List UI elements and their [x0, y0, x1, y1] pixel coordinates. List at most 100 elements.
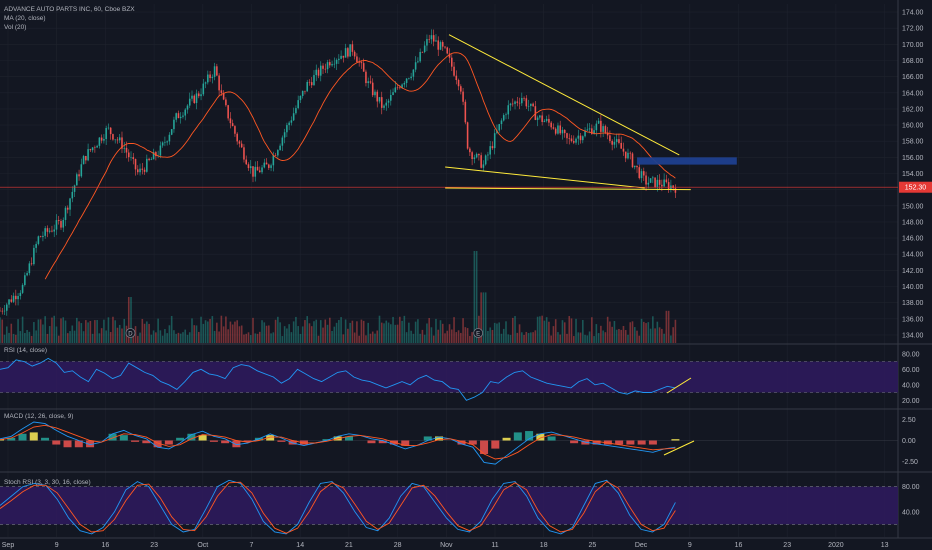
candle[interactable] — [60, 221, 62, 228]
candle[interactable] — [222, 92, 225, 100]
candle[interactable] — [143, 169, 146, 172]
candle[interactable] — [161, 142, 164, 146]
candle[interactable] — [5, 304, 8, 311]
candle[interactable] — [319, 65, 322, 76]
candle[interactable] — [471, 152, 473, 160]
candle[interactable] — [19, 292, 22, 296]
candle[interactable] — [141, 168, 144, 170]
candle[interactable] — [281, 137, 284, 146]
candle[interactable] — [383, 105, 385, 108]
candle[interactable] — [464, 101, 467, 123]
candle[interactable] — [536, 117, 539, 120]
candle[interactable] — [595, 123, 598, 131]
candle[interactable] — [457, 80, 460, 87]
candle[interactable] — [572, 141, 575, 143]
candle[interactable] — [444, 46, 446, 48]
candle[interactable] — [261, 167, 263, 173]
candle[interactable] — [17, 295, 19, 300]
support-trendline-lower[interactable] — [445, 187, 691, 191]
candle[interactable] — [647, 182, 650, 185]
candle[interactable] — [121, 137, 123, 149]
candle[interactable] — [351, 44, 354, 52]
candle[interactable] — [313, 75, 315, 86]
candle[interactable] — [105, 127, 107, 140]
candle[interactable] — [134, 158, 137, 170]
candle[interactable] — [114, 139, 116, 141]
candle[interactable] — [505, 114, 507, 116]
candle[interactable] — [173, 119, 175, 130]
candle[interactable] — [227, 105, 229, 119]
candle[interactable] — [541, 115, 543, 122]
candle[interactable] — [249, 166, 252, 169]
candle[interactable] — [155, 152, 157, 157]
candle[interactable] — [469, 148, 471, 153]
candle[interactable] — [570, 138, 573, 142]
candle[interactable] — [667, 182, 670, 190]
candle[interactable] — [220, 90, 223, 93]
candle[interactable] — [170, 129, 173, 135]
candle[interactable] — [611, 140, 613, 145]
candle[interactable] — [39, 236, 42, 238]
candle[interactable] — [256, 166, 259, 171]
candle[interactable] — [455, 75, 458, 81]
candle[interactable] — [405, 78, 408, 83]
candle[interactable] — [48, 230, 51, 232]
candle[interactable] — [258, 170, 261, 173]
candle[interactable] — [554, 128, 557, 134]
candle[interactable] — [380, 97, 383, 108]
candle[interactable] — [387, 100, 390, 103]
candle[interactable] — [238, 141, 241, 144]
candle[interactable] — [399, 87, 401, 89]
candle[interactable] — [94, 147, 96, 149]
candle[interactable] — [376, 91, 379, 102]
candle[interactable] — [523, 97, 525, 99]
candle[interactable] — [665, 179, 668, 183]
candle[interactable] — [186, 105, 189, 110]
candle[interactable] — [304, 90, 306, 92]
candle[interactable] — [374, 91, 376, 96]
resistance-trendline[interactable] — [448, 34, 680, 156]
candle[interactable] — [107, 127, 110, 129]
candle[interactable] — [292, 113, 295, 121]
candle[interactable] — [213, 66, 216, 77]
candle[interactable] — [539, 115, 541, 118]
candle[interactable] — [159, 145, 162, 156]
candle[interactable] — [525, 98, 528, 107]
candle[interactable] — [584, 130, 586, 137]
candle[interactable] — [277, 150, 279, 156]
candle[interactable] — [511, 103, 514, 105]
candle[interactable] — [672, 185, 674, 189]
candle[interactable] — [26, 273, 28, 276]
candle[interactable] — [624, 151, 627, 159]
candle[interactable] — [231, 123, 234, 127]
candle[interactable] — [396, 87, 399, 89]
candle[interactable] — [579, 135, 582, 141]
candle[interactable] — [71, 191, 74, 199]
candle[interactable] — [10, 299, 13, 302]
candle[interactable] — [286, 125, 288, 133]
candle[interactable] — [482, 164, 485, 168]
candle[interactable] — [462, 91, 464, 102]
candle[interactable] — [182, 115, 184, 117]
candle[interactable] — [362, 63, 365, 72]
candle[interactable] — [636, 165, 638, 168]
candle[interactable] — [423, 45, 426, 53]
candle[interactable] — [218, 75, 220, 91]
candle[interactable] — [193, 95, 196, 104]
candle[interactable] — [279, 145, 281, 151]
candle[interactable] — [369, 81, 372, 83]
candle[interactable] — [342, 55, 345, 58]
candle[interactable] — [609, 135, 611, 141]
candle[interactable] — [268, 164, 270, 168]
candle[interactable] — [175, 113, 177, 120]
candle[interactable] — [0, 310, 1, 312]
candle[interactable] — [152, 152, 155, 160]
candle[interactable] — [234, 126, 236, 134]
candle[interactable] — [394, 87, 397, 93]
event-marker[interactable] — [125, 328, 136, 338]
candle[interactable] — [333, 63, 336, 65]
candle[interactable] — [577, 135, 580, 139]
candle[interactable] — [559, 125, 562, 134]
candle[interactable] — [254, 166, 257, 177]
candle[interactable] — [150, 159, 153, 161]
